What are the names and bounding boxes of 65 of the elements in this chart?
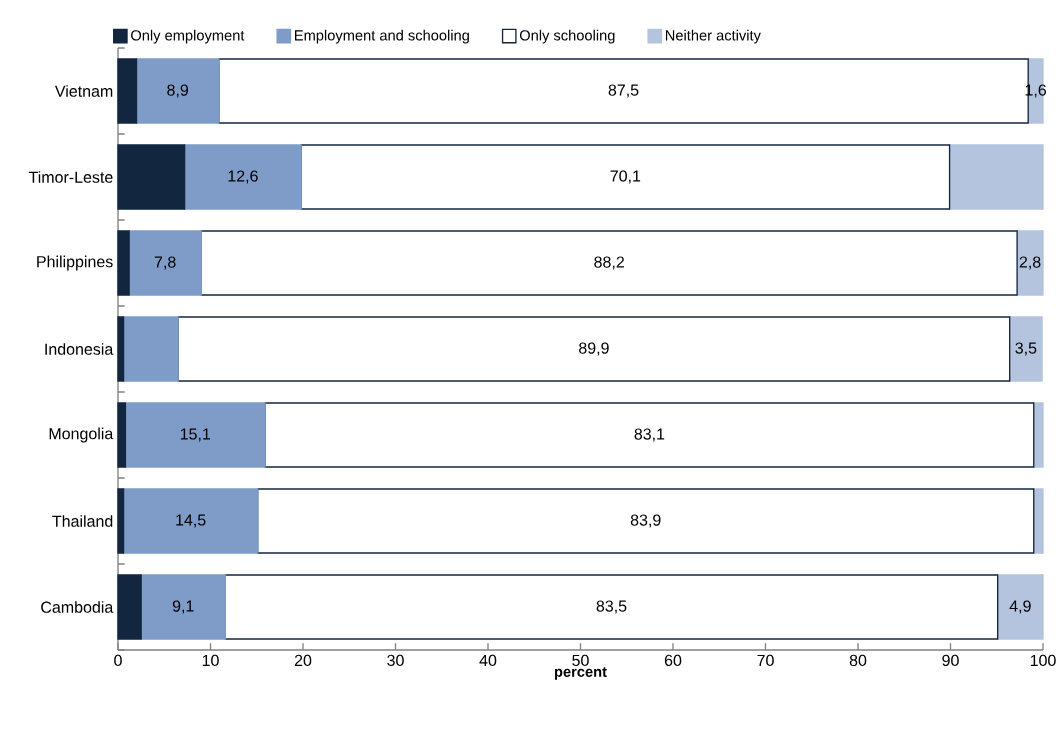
y-tick-label: Timor-Leste — [28, 171, 113, 183]
x-tick-label: 0 — [114, 654, 122, 667]
x-tick-label: 100 — [1030, 654, 1056, 667]
x-tick-label: 30 — [387, 654, 404, 667]
x-tick-label: 60 — [664, 654, 682, 667]
bar — [117, 402, 127, 468]
legend-label: Neither activity — [665, 29, 761, 44]
data-label: 87,5 — [608, 84, 639, 98]
data-label: 83,1 — [634, 428, 665, 442]
data-label: 9,1 — [172, 600, 194, 614]
data-label: 83,9 — [630, 514, 661, 528]
x-tick-label: 20 — [294, 654, 312, 667]
y-tick-label: Indonesia — [45, 343, 114, 355]
data-label: 8,9 — [167, 84, 189, 98]
bar — [117, 316, 125, 382]
bar — [1033, 402, 1044, 468]
legend-label: Only employment — [131, 29, 245, 44]
data-label: 12,6 — [228, 170, 258, 184]
data-label: 15,1 — [180, 428, 211, 442]
bar — [135, 58, 220, 124]
x-tick-label: 90 — [942, 654, 959, 667]
bar — [300, 144, 951, 210]
bar — [257, 488, 1035, 554]
bar — [117, 488, 125, 554]
y-tick-label: Thailand — [52, 515, 113, 527]
bar — [997, 574, 1044, 640]
y-tick-label: Cambodia — [41, 601, 114, 613]
x-axis-title: percent — [554, 667, 607, 680]
y-tick-label: Vietnam — [54, 85, 113, 97]
x-tick-label: 70 — [757, 654, 774, 667]
legend-label: Only schooling — [519, 29, 615, 44]
y-tick-label: Philippines — [37, 255, 113, 271]
bar — [1009, 316, 1043, 382]
bar — [1033, 488, 1044, 554]
x-tick-label: 10 — [202, 654, 219, 667]
bar — [128, 230, 202, 296]
x-tick-label: 50 — [572, 654, 589, 667]
data-label: 2,8 — [1019, 256, 1041, 270]
data-label: 89,9 — [579, 342, 609, 356]
bar — [117, 144, 186, 210]
data-label: 70,1 — [610, 170, 641, 184]
x-tick-label: 40 — [479, 654, 497, 667]
legend-label: Employment and schooling — [295, 29, 469, 44]
bar — [122, 488, 259, 554]
bar — [117, 574, 142, 640]
data-label: 88,2 — [594, 256, 624, 270]
data-label: 83,5 — [596, 600, 627, 614]
bar — [200, 230, 1018, 296]
bar — [1016, 230, 1044, 296]
bar — [177, 316, 1011, 382]
data-label: 7,8 — [154, 256, 176, 270]
bar — [117, 58, 138, 124]
bar — [224, 574, 999, 640]
bar — [948, 144, 1044, 210]
y-tick-label: Mongolia — [49, 427, 114, 443]
x-tick-label: 80 — [849, 654, 867, 667]
bar — [117, 230, 130, 296]
data-label: 14,5 — [176, 514, 206, 528]
bar — [124, 402, 266, 468]
bar — [140, 574, 226, 640]
data-label: 3,5 — [1015, 342, 1037, 356]
bar — [122, 316, 179, 382]
bar — [264, 402, 1035, 468]
data-label: 4,9 — [1009, 600, 1031, 614]
bar — [183, 144, 302, 210]
